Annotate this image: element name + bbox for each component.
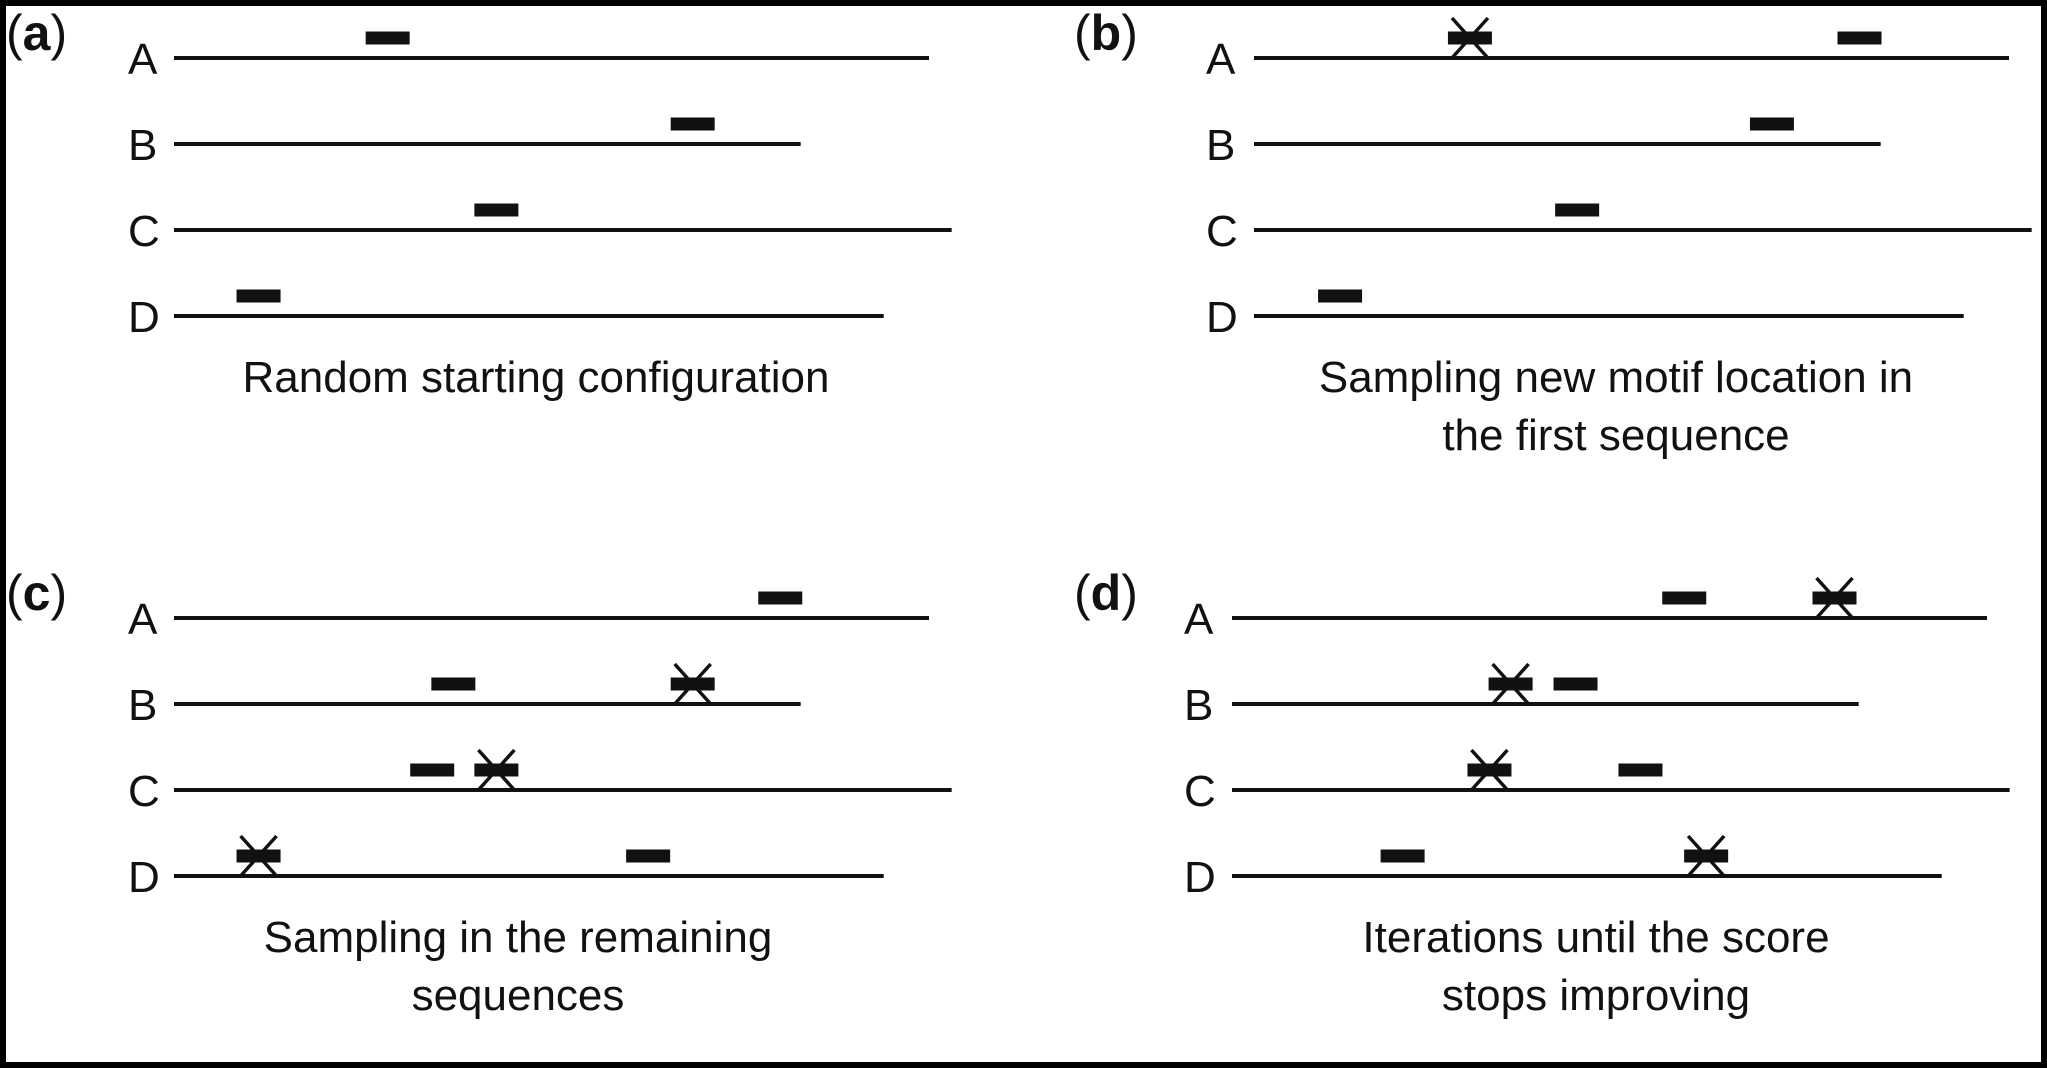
- panel-caption-line: sequences: [412, 971, 625, 1020]
- cross-mark-icon: [1686, 834, 1726, 878]
- sequence-B: B: [128, 662, 801, 730]
- sequence-D: D: [1184, 834, 1942, 902]
- sequence-name: A: [128, 595, 158, 644]
- sequence-A: A: [1206, 16, 2009, 84]
- cross-mark-icon: [1491, 662, 1530, 706]
- cross-mark-icon: [673, 662, 712, 706]
- motif-block: [236, 289, 281, 303]
- cross-mark-icon: [477, 748, 516, 792]
- panel-caption-line: Sampling in the remaining: [264, 913, 773, 962]
- sequence-A: A: [128, 31, 929, 84]
- sequence-name: D: [128, 293, 160, 342]
- sequence-name: A: [1206, 35, 1236, 84]
- sequence-name: C: [128, 207, 160, 256]
- motif-block: [1380, 849, 1425, 863]
- panel-label-c: (c): [6, 565, 67, 621]
- motif-block: [410, 763, 455, 777]
- sequence-C: C: [1184, 748, 2010, 816]
- sequence-B: B: [1206, 117, 1881, 170]
- sequence-B: B: [1184, 662, 1859, 730]
- cross-mark-icon: [239, 834, 278, 878]
- cross-mark-icon: [1470, 748, 1509, 792]
- sequence-name: B: [128, 681, 157, 730]
- panel-label-d: (d): [1074, 565, 1138, 621]
- sequence-C: C: [1206, 203, 2032, 256]
- panel-caption-line: Sampling new motif location in: [1319, 353, 1913, 402]
- motif-block: [474, 203, 519, 217]
- sequence-D: D: [1206, 289, 1964, 342]
- sequence-name: A: [128, 35, 158, 84]
- sequence-name: A: [1184, 595, 1214, 644]
- sequence-name: B: [1206, 121, 1235, 170]
- panel-label-letter: b: [1091, 6, 1122, 61]
- panel-caption-line: stops improving: [1442, 971, 1750, 1020]
- panel-caption-line: the first sequence: [1442, 411, 1789, 460]
- sequence-name: C: [1184, 767, 1216, 816]
- motif-block: [1553, 677, 1598, 691]
- sequence-name: C: [128, 767, 160, 816]
- motif-block: [1618, 763, 1663, 777]
- sequence-name: B: [1184, 681, 1213, 730]
- motif-block: [758, 591, 803, 605]
- panel-label-b: (b): [1074, 6, 1138, 61]
- sequence-A: A: [1184, 576, 1987, 644]
- motif-block: [1318, 289, 1363, 303]
- sequence-D: D: [128, 834, 884, 902]
- cross-mark-icon: [1815, 576, 1854, 620]
- panel-label-a: (a): [6, 6, 67, 61]
- figure-canvas: (a) A B C D Random starting configuration (b) A…: [6, 6, 2041, 1062]
- sequence-name: D: [1206, 293, 1238, 342]
- sequence-A: A: [128, 591, 929, 644]
- panel-label-letter: d: [1091, 565, 1122, 621]
- motif-block: [1837, 31, 1882, 45]
- sequence-B: B: [128, 117, 801, 170]
- motif-block: [1749, 117, 1794, 131]
- sequence-C: C: [128, 203, 952, 256]
- sequence-C: C: [128, 748, 952, 816]
- motif-block: [670, 117, 715, 131]
- motif-block: [1662, 591, 1707, 605]
- panel-caption-line: Iterations until the score: [1362, 913, 1829, 962]
- motif-block: [365, 31, 410, 45]
- diagram-background: [6, 6, 2041, 1062]
- motif-block: [626, 849, 671, 863]
- motif-block: [1555, 203, 1600, 217]
- sequence-name: C: [1206, 207, 1238, 256]
- motif-block: [431, 677, 476, 691]
- panel-label-letter: a: [23, 6, 52, 61]
- sequence-D: D: [128, 289, 884, 342]
- cross-mark-icon: [1450, 16, 1490, 60]
- sequence-name: B: [128, 121, 157, 170]
- sequence-name: D: [1184, 853, 1216, 902]
- panel-caption-line: Random starting configuration: [243, 353, 830, 402]
- sequence-name: D: [128, 853, 160, 902]
- panel-label-letter: c: [23, 565, 51, 621]
